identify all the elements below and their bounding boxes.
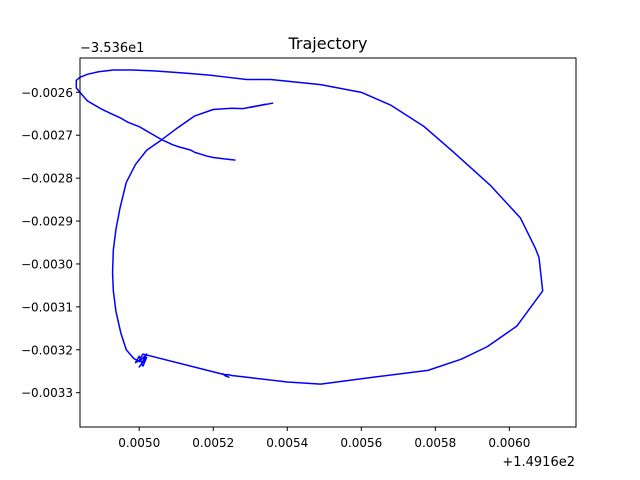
y-tick-label: −0.0033 (21, 386, 73, 400)
y-tick-label: −0.0032 (21, 343, 73, 357)
series-layer (75, 69, 544, 385)
axes-frame (79, 57, 577, 428)
x-offset-label: +1.4916e2 (502, 455, 575, 470)
y-offset-label: −3.536e1 (80, 41, 144, 56)
trajectory-line (75, 69, 544, 385)
y-tick-label: −0.0030 (21, 257, 73, 271)
y-axis: −0.0026 −0.0027 −0.0028 −0.0029 −0.0030 −0.00… (21, 86, 80, 400)
plot-area: 0.0050 0.0052 0.0054 0.0056 0.0058 0.0060 −0.… (21, 57, 577, 450)
chart-title: Trajectory (288, 34, 368, 53)
x-axis: 0.0050 0.0052 0.0054 0.0056 0.0058 0.0060 (118, 427, 530, 450)
y-tick-label: −0.0031 (21, 300, 73, 314)
x-tick-label: 0.0052 (192, 436, 234, 450)
x-tick-label: 0.0060 (488, 436, 530, 450)
x-tick-label: 0.0058 (414, 436, 456, 450)
x-tick-label: 0.0050 (118, 436, 160, 450)
x-tick-label: 0.0056 (340, 436, 382, 450)
y-tick-label: −0.0029 (21, 215, 73, 229)
y-tick-label: −0.0027 (21, 129, 73, 143)
y-tick-label: −0.0028 (21, 172, 73, 186)
x-tick-label: 0.0054 (266, 436, 308, 450)
y-tick-label: −0.0026 (21, 86, 73, 100)
